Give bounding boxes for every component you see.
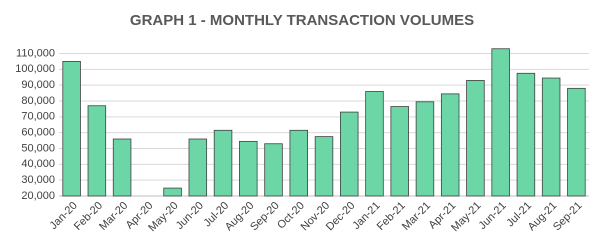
bar xyxy=(440,93,460,197)
bar xyxy=(541,77,561,197)
y-tick-label: 80,000 xyxy=(21,95,55,107)
y-tick-label: 40,000 xyxy=(21,158,55,170)
chart-title: GRAPH 1 - MONTHLY TRANSACTION VOLUMES xyxy=(130,12,474,29)
bar xyxy=(516,72,536,197)
bar xyxy=(87,105,107,197)
x-tick-label: Jun-21 xyxy=(477,200,509,232)
x-tick-label: Dec-20 xyxy=(324,200,358,234)
bar xyxy=(264,143,283,197)
bar xyxy=(567,87,586,197)
bar xyxy=(466,80,485,197)
y-tick-label: 50,000 xyxy=(21,142,55,154)
bar xyxy=(62,61,81,197)
bar xyxy=(239,140,258,197)
y-tick-label: 20,000 xyxy=(21,190,55,202)
bar xyxy=(289,129,308,197)
x-tick-label: Jun-20 xyxy=(174,200,206,232)
x-tick-label: Sep-20 xyxy=(248,200,282,234)
y-tick-label: 90,000 xyxy=(21,79,55,91)
y-tick-label: 110,000 xyxy=(16,47,55,59)
y-tick-label: 100,000 xyxy=(15,63,55,75)
y-tick-label: 30,000 xyxy=(21,174,55,186)
x-tick-label: Mar-20 xyxy=(97,200,130,233)
x-tick-label: Mar-21 xyxy=(400,200,433,233)
bar xyxy=(112,138,132,197)
x-tick-label: Sep-21 xyxy=(551,200,585,234)
bar xyxy=(188,138,208,197)
bar xyxy=(213,129,233,197)
y-tick-label: 60,000 xyxy=(21,127,55,139)
bar xyxy=(491,48,510,197)
bar xyxy=(415,101,435,197)
bar xyxy=(390,106,409,197)
bar xyxy=(340,111,359,197)
bar xyxy=(365,91,384,197)
bar xyxy=(163,187,182,197)
bar xyxy=(314,136,334,197)
y-tick-label: 70,000 xyxy=(21,111,55,123)
